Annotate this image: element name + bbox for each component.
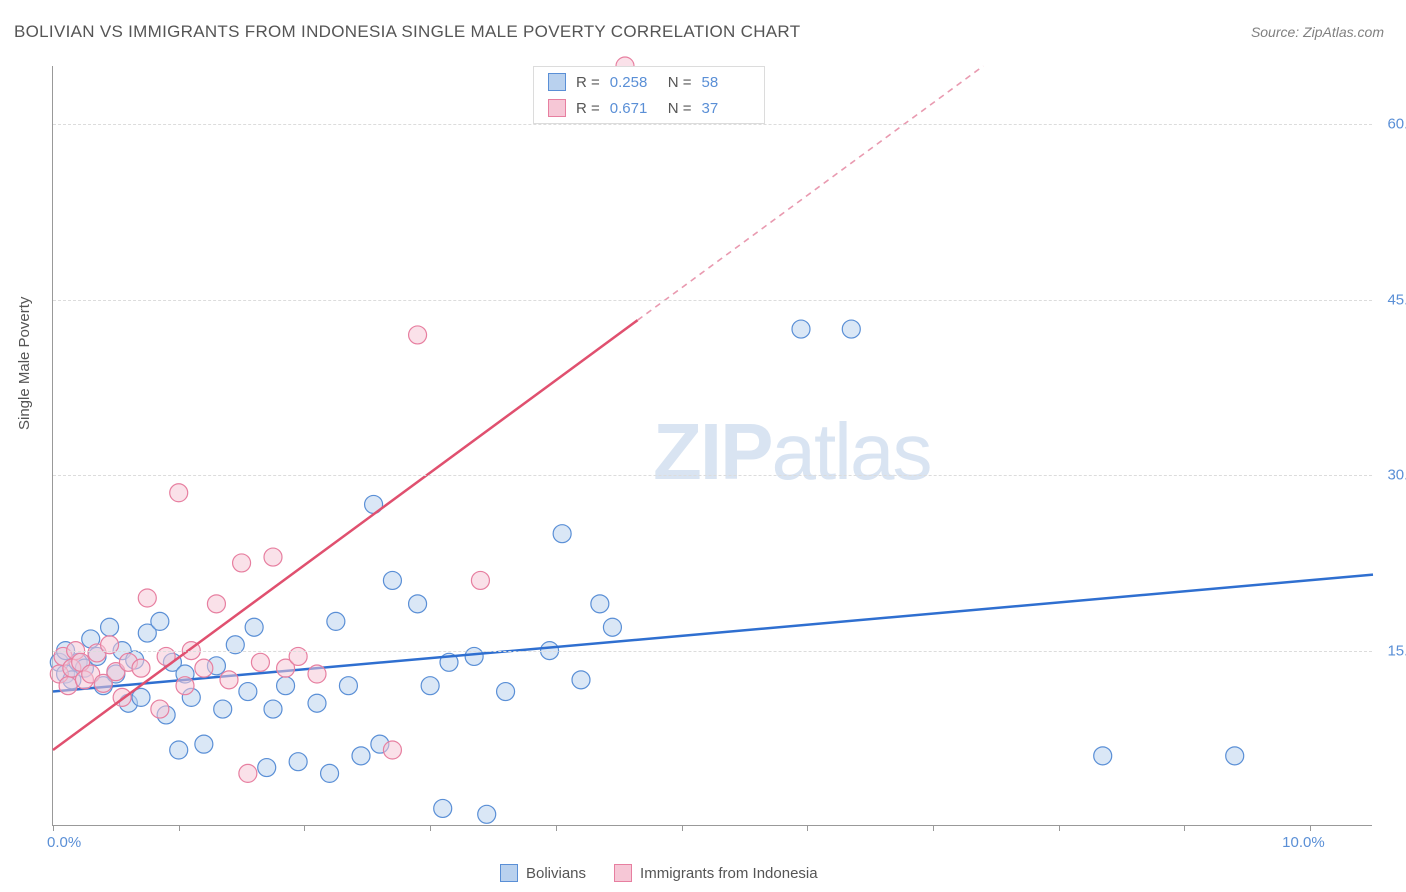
data-point: [239, 683, 257, 701]
y-tick-label: 15.0%: [1387, 642, 1406, 659]
gridline-horizontal: [53, 124, 1372, 125]
data-point: [132, 659, 150, 677]
data-point: [434, 799, 452, 817]
x-tick-mark: [556, 825, 557, 831]
data-point: [176, 677, 194, 695]
y-tick-label: 30.0%: [1387, 467, 1406, 484]
n-value: 58: [702, 74, 750, 91]
x-tick-label: 10.0%: [1282, 834, 1325, 851]
data-point: [264, 700, 282, 718]
x-tick-mark: [1184, 825, 1185, 831]
x-tick-mark: [179, 825, 180, 831]
data-point: [352, 747, 370, 765]
source-attribution: Source: ZipAtlas.com: [1251, 24, 1384, 40]
n-label: N =: [668, 100, 692, 117]
legend-label: Bolivians: [526, 865, 586, 882]
x-tick-mark: [933, 825, 934, 831]
data-point: [264, 548, 282, 566]
x-tick-label: 0.0%: [47, 834, 81, 851]
n-value: 37: [702, 100, 750, 117]
legend-swatch: [548, 73, 566, 91]
scatter-svg: [53, 66, 1372, 825]
legend-item: Bolivians: [500, 864, 586, 882]
r-label: R =: [576, 74, 600, 91]
data-point: [1226, 747, 1244, 765]
data-point: [553, 525, 571, 543]
data-point: [842, 320, 860, 338]
data-point: [277, 677, 295, 695]
legend-swatch: [614, 864, 632, 882]
stats-row: R = 0.671 N = 37: [534, 95, 764, 121]
data-point: [170, 741, 188, 759]
data-point: [591, 595, 609, 613]
gridline-horizontal: [53, 475, 1372, 476]
data-point: [220, 671, 238, 689]
data-point: [258, 759, 276, 777]
legend-label: Immigrants from Indonesia: [640, 865, 818, 882]
data-point: [233, 554, 251, 572]
x-tick-mark: [1310, 825, 1311, 831]
data-point: [383, 741, 401, 759]
data-point: [138, 589, 156, 607]
data-point: [497, 683, 515, 701]
data-point: [383, 571, 401, 589]
data-point: [471, 571, 489, 589]
data-point: [195, 735, 213, 753]
x-tick-mark: [682, 825, 683, 831]
data-point: [251, 653, 269, 671]
r-value: 0.671: [610, 100, 658, 117]
x-tick-mark: [1059, 825, 1060, 831]
x-tick-mark: [807, 825, 808, 831]
data-point: [289, 753, 307, 771]
data-point: [572, 671, 590, 689]
y-tick-label: 60.0%: [1387, 116, 1406, 133]
n-label: N =: [668, 74, 692, 91]
gridline-horizontal: [53, 300, 1372, 301]
data-point: [151, 612, 169, 630]
data-point: [214, 700, 232, 718]
data-point: [409, 326, 427, 344]
data-point: [59, 677, 77, 695]
data-point: [151, 700, 169, 718]
series-legend: Bolivians Immigrants from Indonesia: [500, 864, 818, 882]
data-point: [792, 320, 810, 338]
y-axis-label: Single Male Poverty: [16, 297, 33, 430]
plot-area: ZIPatlas R =0.258N =58R =0.671N =37 15.0…: [52, 66, 1372, 826]
data-point: [339, 677, 357, 695]
data-point: [308, 665, 326, 683]
r-label: R =: [576, 100, 600, 117]
data-point: [207, 595, 225, 613]
gridline-horizontal: [53, 651, 1372, 652]
data-point: [239, 764, 257, 782]
data-point: [170, 484, 188, 502]
data-point: [327, 612, 345, 630]
data-point: [478, 805, 496, 823]
data-point: [308, 694, 326, 712]
legend-item: Immigrants from Indonesia: [614, 864, 818, 882]
x-tick-mark: [304, 825, 305, 831]
legend-swatch: [500, 864, 518, 882]
data-point: [409, 595, 427, 613]
correlation-stats-box: R = 0.258 N = 58 R = 0.671 N = 37: [533, 66, 765, 124]
r-value: 0.258: [610, 74, 658, 91]
chart-title: BOLIVIAN VS IMMIGRANTS FROM INDONESIA SI…: [14, 22, 800, 42]
y-tick-label: 45.0%: [1387, 291, 1406, 308]
data-point: [603, 618, 621, 636]
data-point: [1094, 747, 1112, 765]
x-tick-mark: [53, 825, 54, 831]
data-point: [421, 677, 439, 695]
data-point: [321, 764, 339, 782]
data-point: [245, 618, 263, 636]
data-point: [195, 659, 213, 677]
stats-row: R = 0.258 N = 58: [534, 69, 764, 95]
data-point: [101, 618, 119, 636]
legend-swatch: [548, 99, 566, 117]
x-tick-mark: [430, 825, 431, 831]
